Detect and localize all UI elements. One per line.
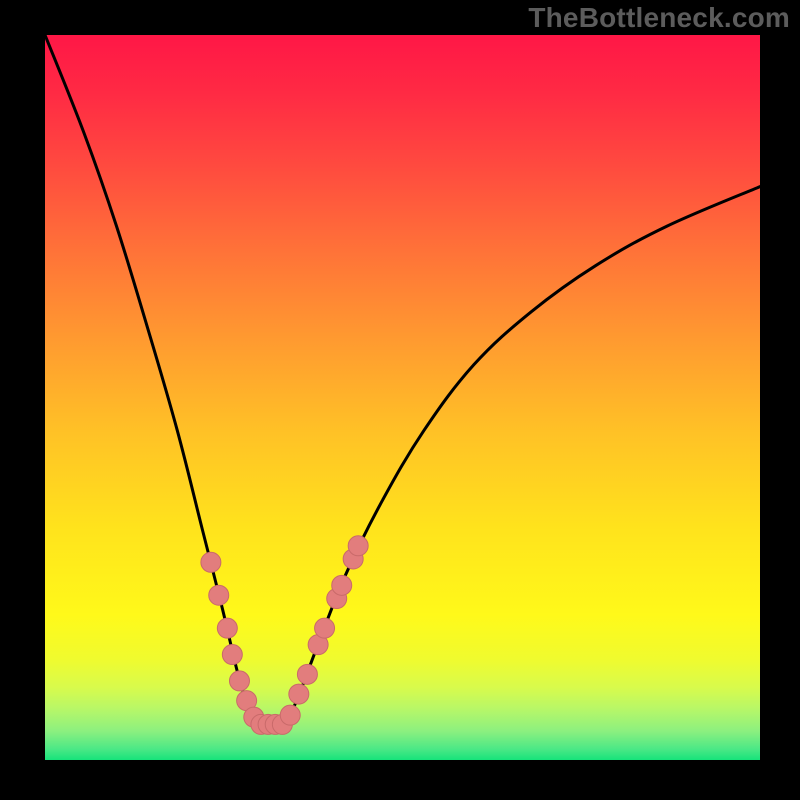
chart-marker — [315, 618, 335, 638]
bottleneck-chart — [0, 0, 800, 800]
chart-marker — [209, 585, 229, 605]
chart-marker — [332, 575, 352, 595]
watermark-text: TheBottleneck.com — [528, 2, 790, 34]
chart-marker — [280, 705, 300, 725]
chart-marker — [289, 684, 309, 704]
chart-marker — [348, 536, 368, 556]
chart-marker — [229, 671, 249, 691]
chart-background — [45, 35, 760, 760]
chart-marker — [217, 618, 237, 638]
chart-marker — [222, 645, 242, 665]
chart-marker — [201, 552, 221, 572]
chart-marker — [297, 664, 317, 684]
